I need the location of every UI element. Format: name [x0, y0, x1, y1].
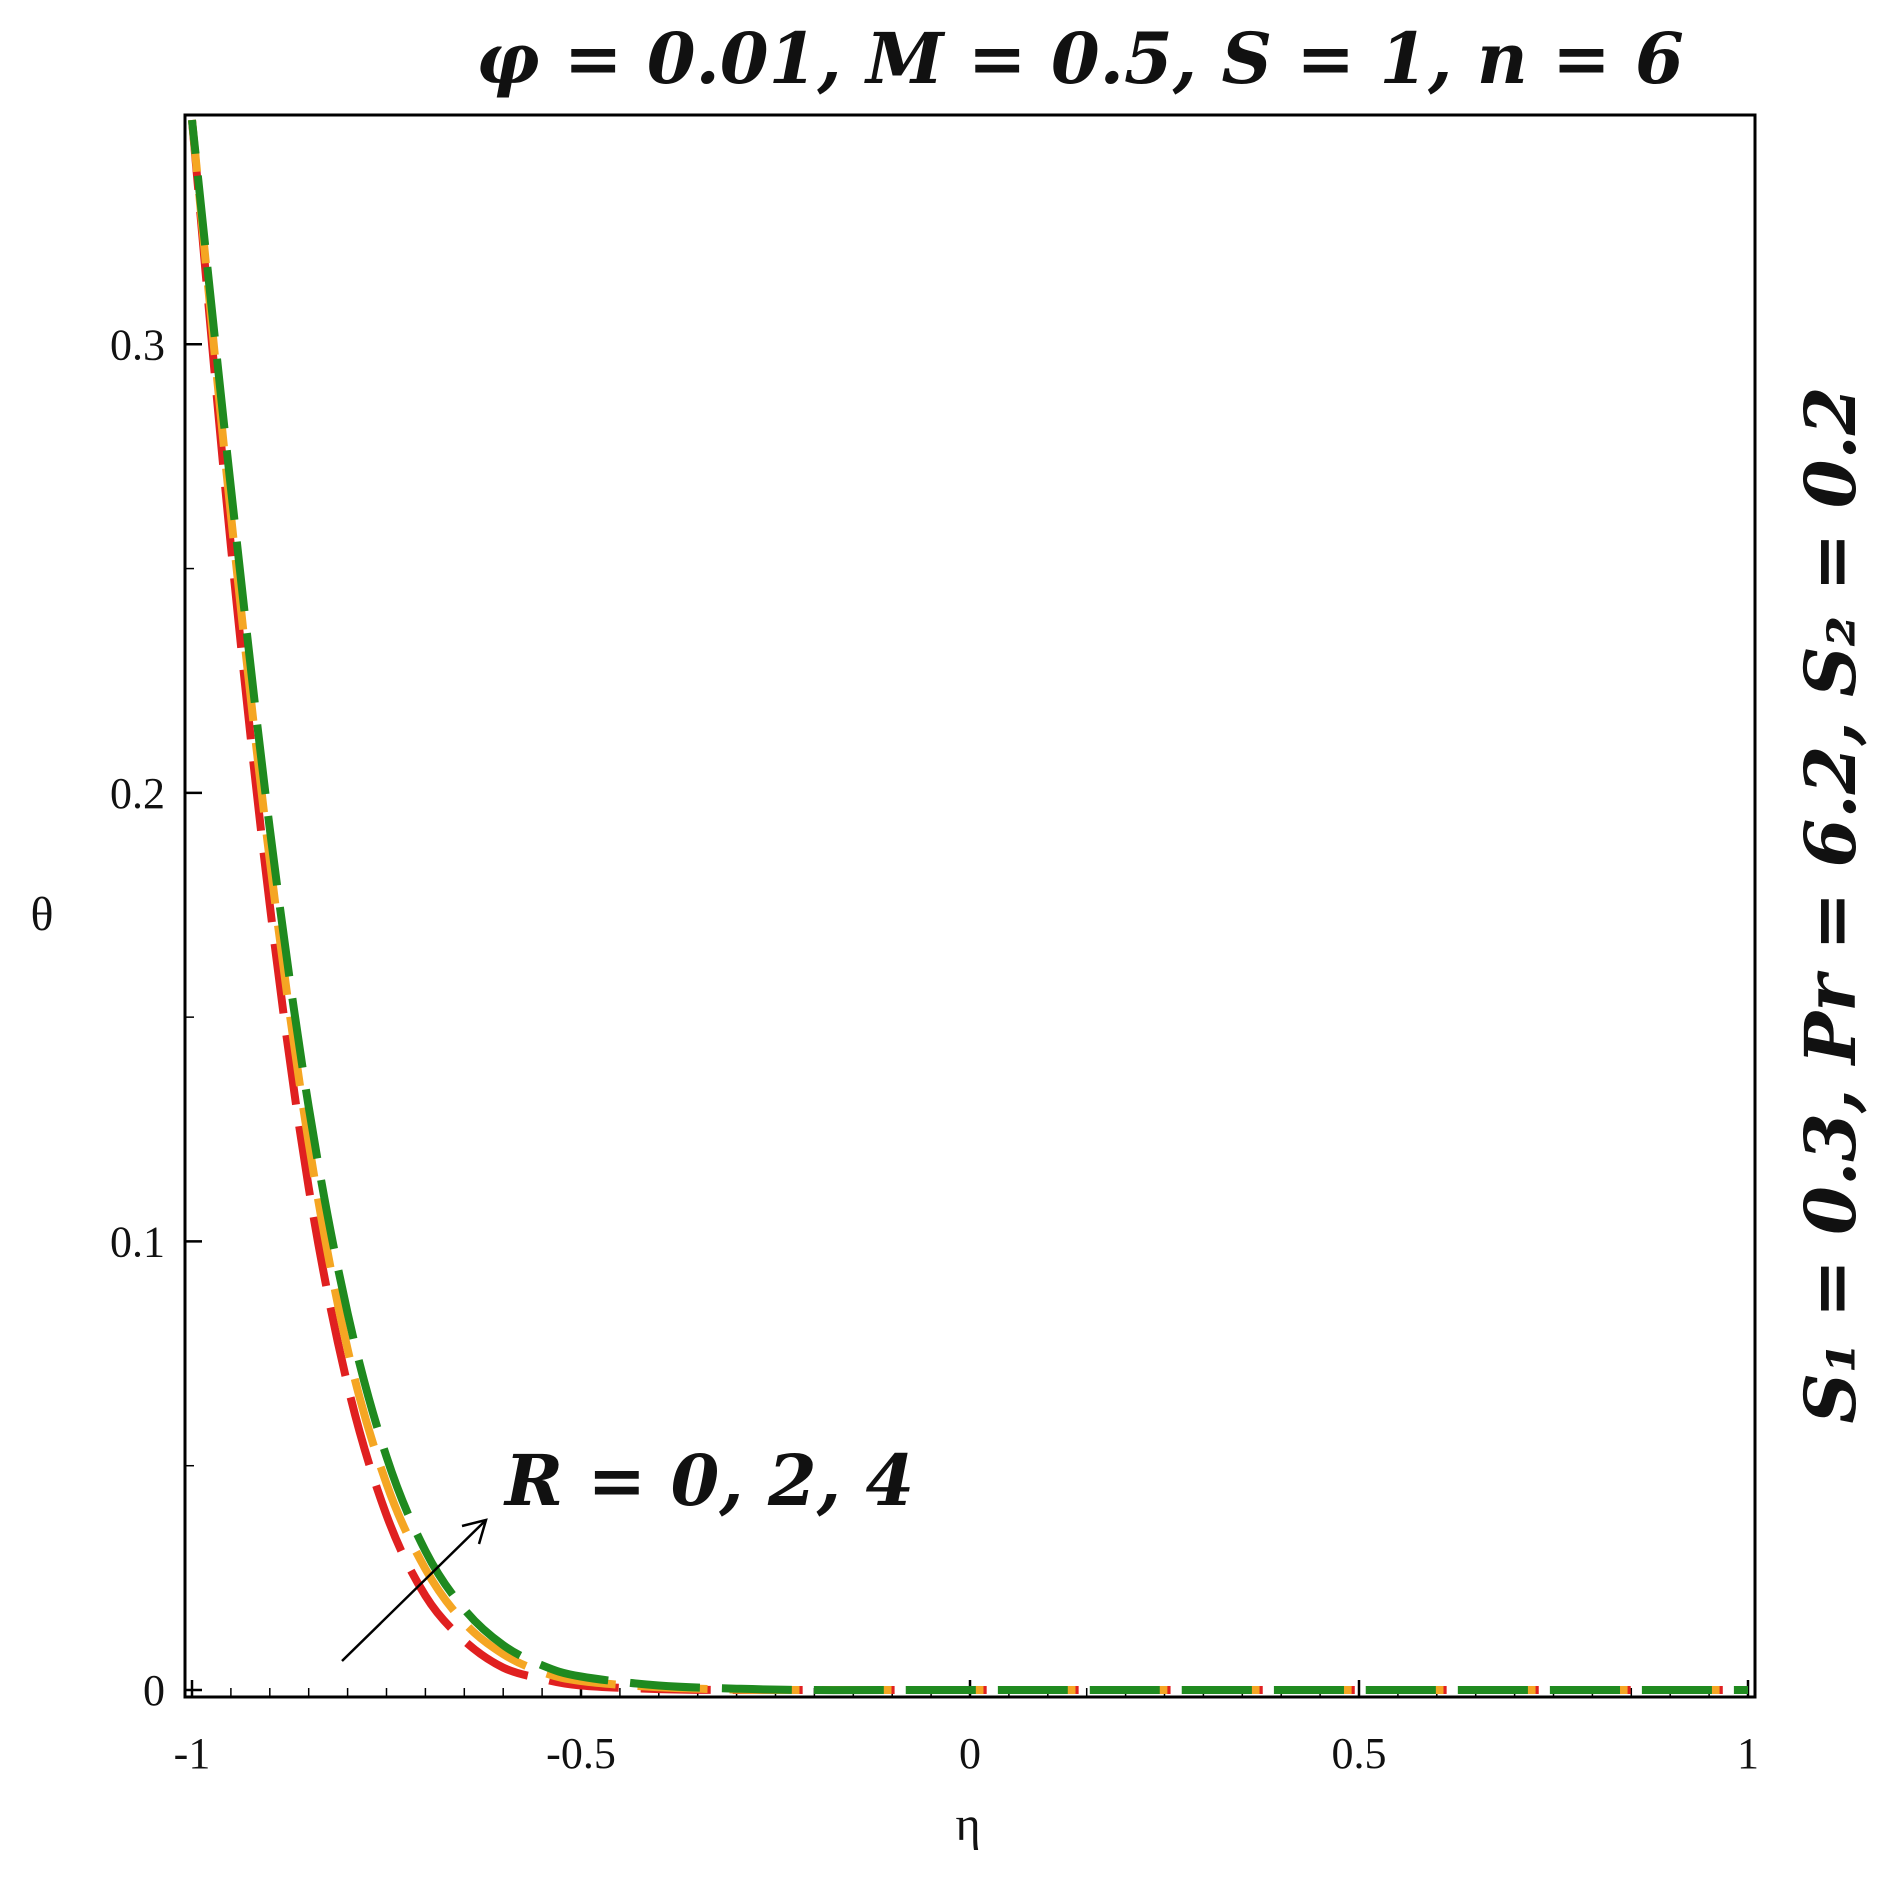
x-ticks: -1 -0.5 0 0.5 1 [174, 1680, 1759, 1778]
y-ticks: 0 0.1 0.2 0.3 [110, 320, 202, 1715]
y-tick-label: 0 [143, 1666, 165, 1715]
x-tick-label: -1 [174, 1729, 211, 1778]
y-tick-label: 0.2 [110, 769, 165, 818]
y-tick-label: 0.3 [110, 320, 165, 369]
x-tick-label: 1 [1737, 1729, 1759, 1778]
y-axis-label: θ [31, 888, 54, 941]
axes-layer [183, 113, 1757, 1699]
x-axis-label: η [955, 1798, 980, 1851]
series-line-1 [188, 119, 1748, 1695]
x-tick-label: 0.5 [1332, 1729, 1387, 1778]
side-parameter-label: S₁ = 0.3, Pr = 6.2, S₂ = 0.2 [1789, 387, 1872, 1424]
parameter-annotation: R = 0, 2, 4 [503, 1439, 914, 1522]
series-line-3 [188, 119, 1748, 1695]
annotation-arrow [341, 1518, 488, 1662]
plot-frame [183, 113, 1757, 1699]
series-layer [188, 119, 1748, 1695]
x-tick-label: -0.5 [546, 1729, 616, 1778]
chart-title: φ = 0.01, M = 0.5, S = 1, n = 6 [476, 17, 1684, 100]
minor-ticks [185, 567, 1710, 1697]
y-tick-label: 0.1 [110, 1217, 165, 1266]
x-tick-label: 0 [959, 1729, 981, 1778]
series-line-2 [188, 119, 1748, 1695]
